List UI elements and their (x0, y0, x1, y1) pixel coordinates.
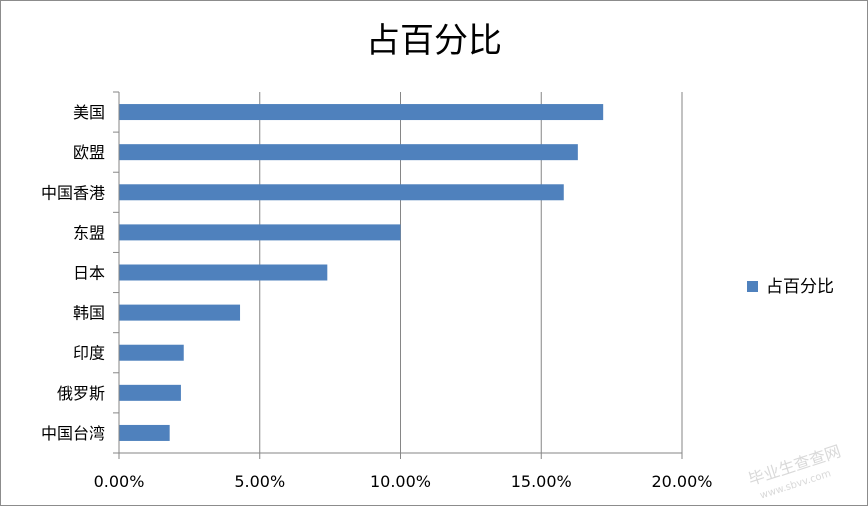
chart-title: 占百分比 (366, 21, 502, 61)
watermark: 毕业生查查网 www.sbvv.com (746, 441, 843, 501)
y-tick-label: 东盟 (73, 223, 105, 242)
bar (119, 384, 181, 401)
y-tick-label: 欧盟 (73, 143, 105, 162)
x-tick-label: 20.00% (651, 472, 712, 491)
x-tick-label: 10.00% (370, 472, 431, 491)
bar (119, 304, 241, 321)
x-tick-label: 0.00% (94, 472, 145, 491)
bar (119, 424, 170, 441)
x-tick-label: 15.00% (511, 472, 572, 491)
legend-swatch (747, 281, 758, 292)
bar (119, 184, 564, 201)
y-tick-label: 俄罗斯 (57, 384, 105, 403)
y-tick-label: 美国 (73, 103, 105, 122)
y-tick-label: 日本 (73, 264, 105, 283)
bar (119, 224, 401, 241)
bar (119, 344, 184, 361)
bar (119, 264, 328, 281)
y-tick-label: 韩国 (73, 304, 105, 323)
bars-layer (119, 104, 604, 441)
y-tick-label: 中国香港 (41, 183, 105, 202)
bar (119, 144, 578, 161)
legend-label: 占百分比 (766, 277, 834, 297)
y-tick-label: 印度 (73, 344, 105, 363)
y-tick-label: 中国台湾 (41, 424, 105, 443)
x-tick-label: 5.00% (234, 472, 285, 491)
legend: 占百分比 (747, 277, 834, 297)
bar (119, 104, 604, 121)
axis-layer: 0.00% 5.00% 10.00% 15.00% 20.00% 美国欧盟中国香港东盟日本… (41, 91, 713, 491)
